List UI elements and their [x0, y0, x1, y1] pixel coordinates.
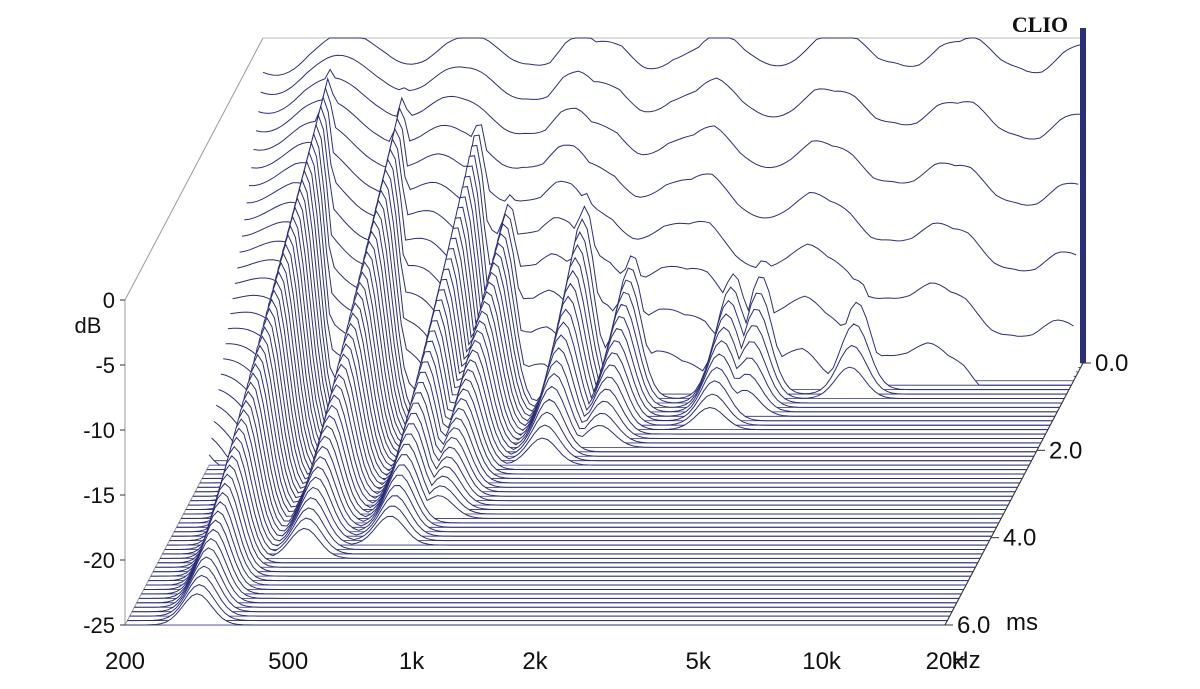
z-axis-unit: ms [1006, 609, 1038, 636]
slice-line [258, 68, 1079, 206]
z-tick-label: 0.0 [1095, 350, 1128, 377]
slice-line [260, 54, 1081, 140]
z-tick-label: 4.0 [1003, 525, 1036, 552]
x-tick-label: 2k [522, 648, 548, 675]
y-tick-label: -15 [83, 483, 115, 508]
y-tick-label: 0 [103, 288, 115, 313]
z-tick-label: 6.0 [957, 612, 990, 639]
slice-line [262, 37, 1084, 76]
chart-axes: 0 -5 -10 -15 -20 -25 200 500 1k 2k 5k 10k 20k 0.0 2.0 4… [83, 288, 1128, 675]
slice-fill [125, 593, 945, 625]
x-tick-label: 500 [268, 648, 308, 675]
slice-line [255, 76, 1077, 272]
x-tick-label: 200 [105, 648, 145, 675]
y-tick-label: -20 [83, 548, 115, 573]
back-right-bar [1080, 28, 1086, 363]
x-axis-unit: Hz [951, 647, 980, 674]
x-tick-label: 20k [926, 648, 966, 675]
y-tick-label: -5 [95, 353, 115, 378]
z-axis-line [944, 362, 1084, 626]
y-tick-label: -10 [83, 418, 115, 443]
y-axis-label: dB [75, 313, 102, 338]
x-tick-label: 10k [802, 648, 842, 675]
x-tick-label: 1k [399, 648, 425, 675]
x-tick-label: 5k [685, 648, 711, 675]
frame-left-edge [124, 37, 264, 301]
brand-logo: CLIO [1012, 12, 1068, 37]
z-tick-label: 2.0 [1049, 437, 1082, 464]
decay-slices [125, 28, 1086, 626]
y-tick-label: -25 [83, 613, 115, 638]
